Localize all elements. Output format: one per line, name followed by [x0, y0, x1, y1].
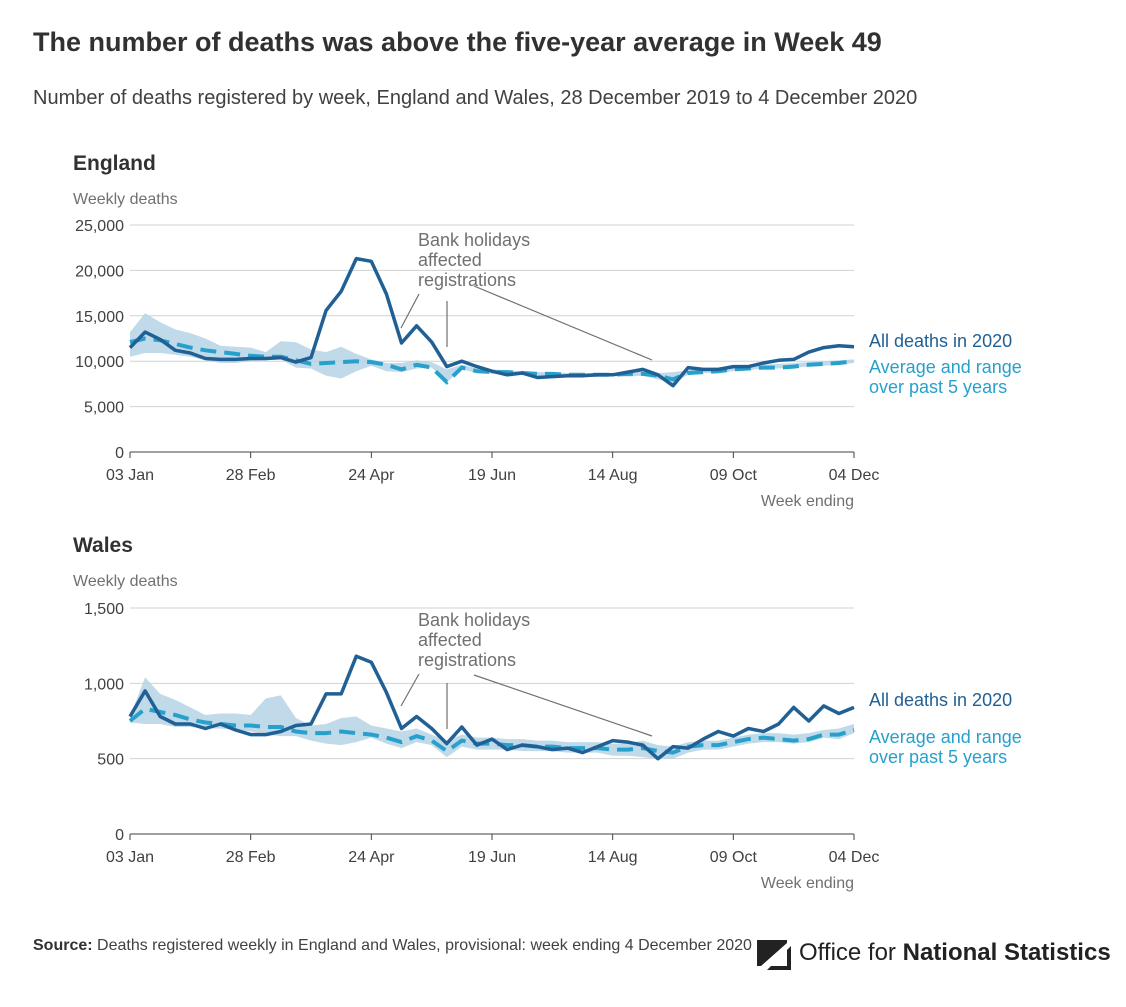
y-tick-label: 0	[115, 445, 124, 462]
source-note: Source: Deaths registered weekly in Engl…	[33, 934, 753, 958]
annotation-line	[473, 674, 653, 737]
annotation-text: affected	[418, 250, 482, 270]
y-axis-label: Weekly deaths	[73, 573, 178, 590]
x-tick-label: 14 Aug	[588, 849, 638, 866]
x-tick-label: 03 Jan	[106, 849, 154, 866]
y-tick-label: 1,000	[84, 676, 124, 693]
x-tick-label: 04 Dec	[829, 849, 880, 866]
ons-wordmark-bold: National Statistics	[902, 939, 1111, 966]
annotation-text: registrations	[418, 270, 516, 290]
panel-title: Wales	[73, 534, 133, 557]
y-tick-label: 5,000	[84, 400, 124, 417]
x-tick-label: 24 Apr	[348, 467, 395, 484]
ons-wordmark-plain: Office for	[799, 939, 896, 966]
x-tick-label: 09 Oct	[710, 849, 758, 866]
x-tick-label: 03 Jan	[106, 467, 154, 484]
y-tick-label: 1,500	[84, 601, 124, 618]
y-tick-label: 10,000	[75, 354, 124, 371]
x-tick-label: 28 Feb	[226, 849, 276, 866]
series-average-line	[129, 336, 855, 385]
ons-wordmark: Office for National Statistics	[799, 939, 1111, 967]
y-tick-label: 20,000	[75, 263, 124, 280]
x-tick-label: 04 Dec	[829, 467, 880, 484]
annotation-line	[473, 285, 653, 361]
y-tick-label: 25,000	[75, 218, 124, 235]
x-tick-label: 14 Aug	[588, 467, 638, 484]
series-actual-line	[128, 256, 855, 388]
legend-actual: All deaths in 2020	[869, 690, 1012, 710]
legend-average: Average and range	[869, 357, 1022, 377]
legend-average: over past 5 years	[869, 747, 1007, 767]
legend-actual: All deaths in 2020	[869, 331, 1012, 351]
annotation-text: registrations	[418, 650, 516, 670]
x-axis-label: Week ending	[761, 493, 854, 510]
source-label: Source:	[33, 937, 93, 954]
x-tick-label: 19 Jun	[468, 849, 516, 866]
x-tick-label: 24 Apr	[348, 849, 395, 866]
legend-average: over past 5 years	[869, 377, 1007, 397]
series-average-line	[128, 706, 855, 755]
annotation-text: Bank holidays	[418, 230, 530, 250]
page-subtitle: Number of deaths registered by week, Eng…	[33, 87, 918, 109]
y-tick-label: 0	[115, 827, 124, 844]
series-actual-line	[128, 654, 855, 761]
x-tick-label: 19 Jun	[468, 467, 516, 484]
annotation-text: Bank holidays	[418, 610, 530, 630]
panel-title: England	[73, 152, 156, 175]
x-axis-label: Week ending	[761, 875, 854, 892]
ons-logo: Office for National Statistics	[757, 936, 1111, 970]
charts-canvas: England Weekly deaths 0 5,000 10,000 15,000 20…	[73, 152, 1022, 892]
legend-average: Average and range	[869, 727, 1022, 747]
source-text: Deaths registered weekly in England and …	[97, 937, 752, 954]
page-title: The number of deaths was above the five-…	[33, 27, 882, 57]
annotation-line	[400, 293, 420, 329]
annotation-line	[400, 673, 420, 707]
x-tick-label: 28 Feb	[226, 467, 276, 484]
ons-mark-icon	[757, 940, 791, 970]
y-tick-label: 15,000	[75, 309, 124, 326]
annotation-text: affected	[418, 630, 482, 650]
y-axis-label: Weekly deaths	[73, 191, 178, 208]
range-band	[130, 677, 854, 759]
y-tick-label: 500	[97, 752, 124, 769]
x-tick-label: 09 Oct	[710, 467, 758, 484]
